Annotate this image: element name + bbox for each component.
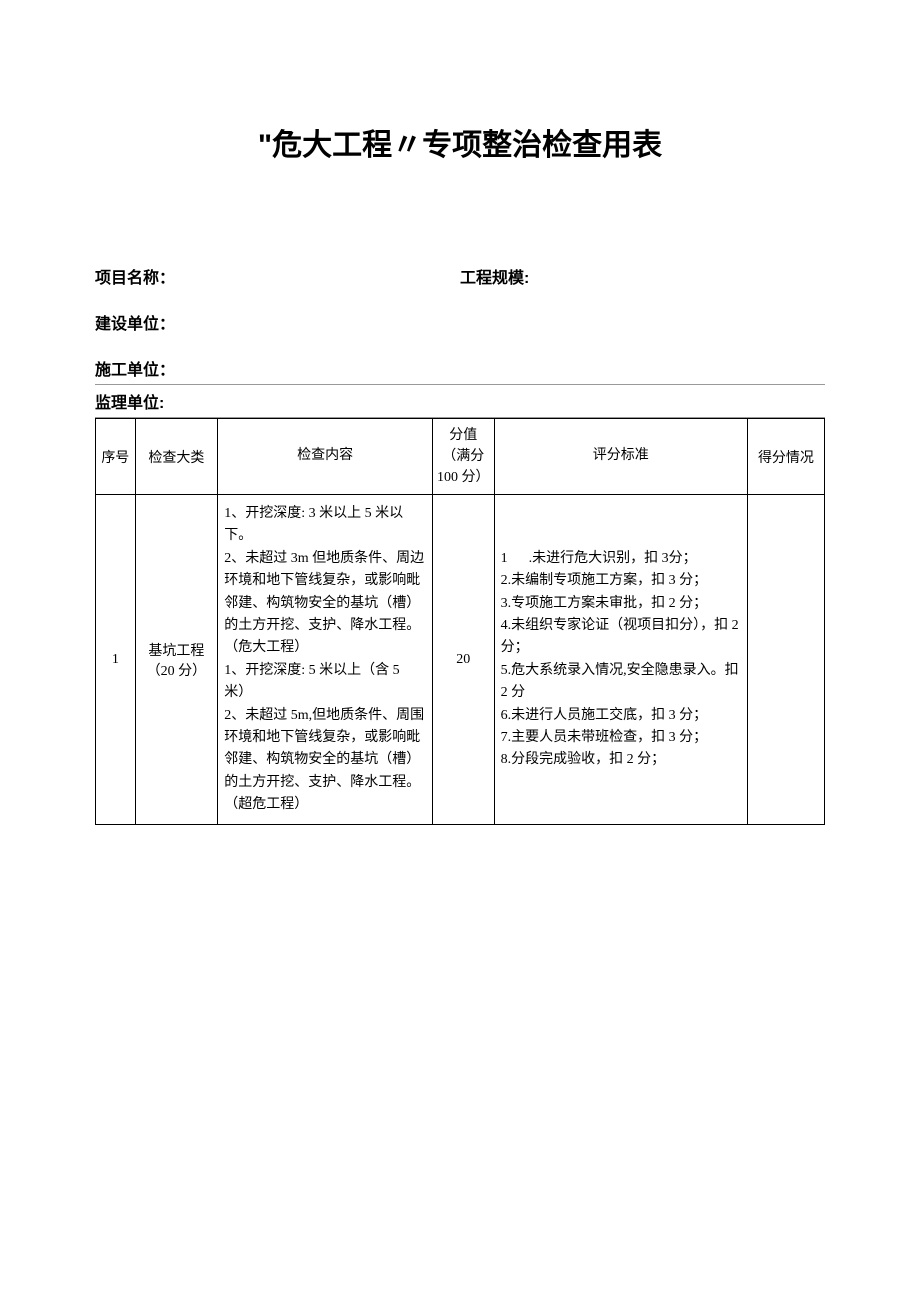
cell-type: 基坑工程（20 分） bbox=[135, 495, 218, 825]
project-scale-label: 工程规模: bbox=[460, 264, 825, 288]
construction-unit-label: 建设单位： bbox=[95, 310, 825, 334]
cell-content: 1、开挖深度: 3 米以上 5 米以下。2、未超过 3m 但地质条件、周边环境和… bbox=[218, 495, 433, 825]
info-row-2: 建设单位： bbox=[95, 310, 825, 334]
th-content: 检查内容 bbox=[218, 419, 433, 495]
th-standard: 评分标准 bbox=[494, 419, 747, 495]
info-row-3: 施工单位： bbox=[95, 356, 825, 385]
th-type: 检查大类 bbox=[135, 419, 218, 495]
cell-result bbox=[747, 495, 824, 825]
table-row: 1 基坑工程（20 分） 1、开挖深度: 3 米以上 5 米以下。2、未超过 3… bbox=[96, 495, 825, 825]
cell-seq: 1 bbox=[96, 495, 136, 825]
contractor-unit-label: 施工单位： bbox=[95, 356, 825, 380]
page-title: "危大工程〃专项整治检查用表 bbox=[95, 120, 825, 164]
inspection-table: 序号 检查大类 检查内容 分值（满分100 分） 评分标准 得分情况 1 基坑工… bbox=[95, 418, 825, 825]
cell-score: 20 bbox=[432, 495, 494, 825]
supervision-unit-label: 监理单位: bbox=[95, 389, 825, 413]
info-row-1: 项目名称： 工程规模: bbox=[95, 264, 825, 288]
cell-standard: 1 .未进行危大识别，扣 3分；2.未编制专项施工方案，扣 3 分；3.专项施工… bbox=[494, 495, 747, 825]
th-score: 分值（满分100 分） bbox=[432, 419, 494, 495]
project-name-label: 项目名称： bbox=[95, 264, 460, 288]
th-result: 得分情况 bbox=[747, 419, 824, 495]
th-seq: 序号 bbox=[96, 419, 136, 495]
table-header-row: 序号 检查大类 检查内容 分值（满分100 分） 评分标准 得分情况 bbox=[96, 419, 825, 495]
info-row-4: 监理单位: bbox=[95, 389, 825, 418]
